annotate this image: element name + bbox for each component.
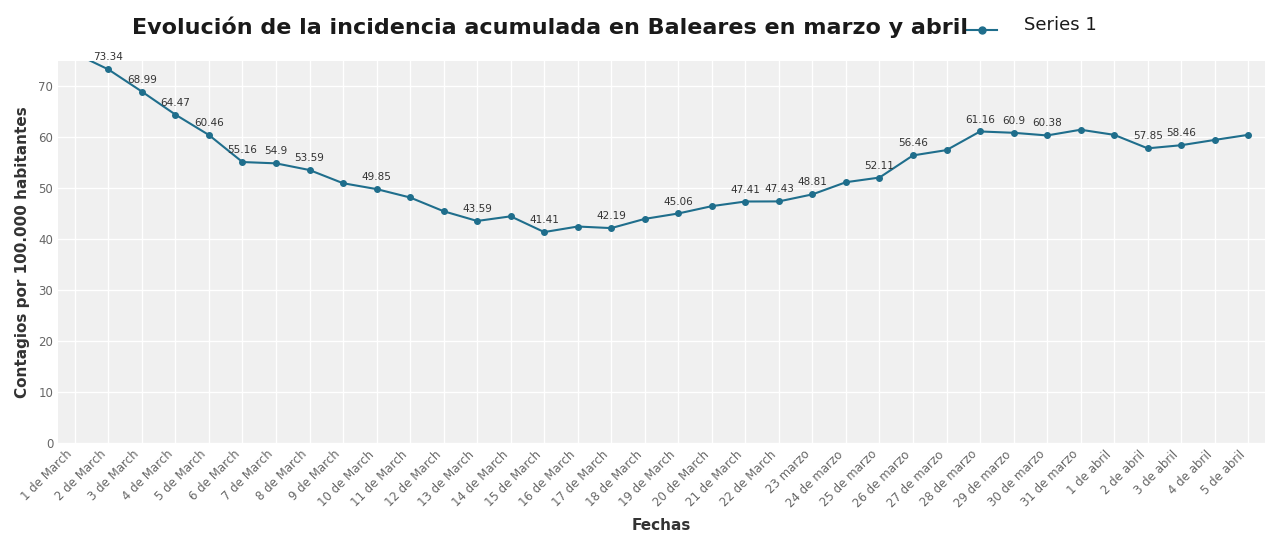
Y-axis label: Contagios por 100.000 habitantes: Contagios por 100.000 habitantes (15, 106, 29, 398)
X-axis label: Fechas: Fechas (632, 518, 691, 533)
Text: 55.16: 55.16 (228, 145, 257, 155)
Text: 60.46: 60.46 (195, 118, 224, 128)
Text: 53.59: 53.59 (294, 153, 324, 163)
Text: 48.81: 48.81 (797, 178, 827, 187)
Text: 61.16: 61.16 (965, 115, 995, 124)
Text: 43.59: 43.59 (462, 204, 492, 214)
Text: 47.41: 47.41 (731, 185, 760, 195)
Text: 73.34: 73.34 (93, 53, 123, 62)
Text: 49.85: 49.85 (362, 172, 392, 182)
Text: 47.43: 47.43 (764, 185, 794, 195)
Text: 60.9: 60.9 (1002, 116, 1025, 126)
Text: 56.46: 56.46 (899, 139, 928, 149)
Text: 60.38: 60.38 (1032, 118, 1062, 128)
Text: 64.47: 64.47 (160, 98, 191, 107)
Text: 42.19: 42.19 (596, 211, 626, 221)
Text: 68.99: 68.99 (127, 75, 157, 84)
Text: 52.11: 52.11 (864, 161, 895, 170)
Text: 54.9: 54.9 (265, 146, 288, 156)
Text: 45.06: 45.06 (663, 197, 694, 207)
Text: 41.41: 41.41 (529, 215, 559, 225)
Text: 57.85: 57.85 (1133, 132, 1162, 141)
Text: 58.46: 58.46 (1166, 128, 1196, 138)
Text: Evolución de la incidencia acumulada en Baleares en marzo y abril: Evolución de la incidencia acumulada en … (132, 16, 969, 38)
Text: Series 1: Series 1 (1024, 16, 1097, 35)
